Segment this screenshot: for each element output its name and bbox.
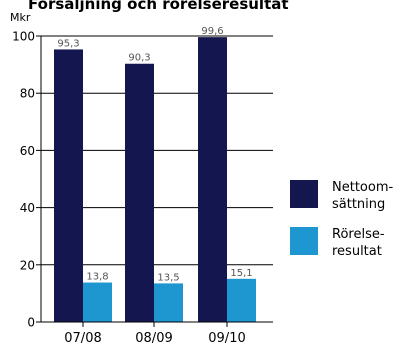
- data-label: 95,3: [57, 38, 79, 49]
- bar-rorelseresultat: [154, 283, 183, 322]
- legend-swatch: [290, 180, 318, 208]
- bar-nettoomsattning: [54, 49, 83, 322]
- data-label: 13,5: [157, 272, 179, 283]
- bar-nettoomsattning: [198, 37, 227, 322]
- y-axis-ticks: 0 20 40 60 80 100: [12, 30, 41, 330]
- bar-rorelseresultat: [83, 282, 112, 322]
- data-label: 90,3: [128, 53, 150, 64]
- legend: Nettoom-sättning Rörelse-resultat: [290, 180, 393, 259]
- bar-nettoomsattning: [125, 63, 154, 322]
- data-label: 15,1: [230, 268, 252, 279]
- y-tick-label: 40: [20, 201, 35, 215]
- legend-label: Rörelse-: [332, 227, 385, 242]
- bars: [54, 37, 256, 322]
- y-tick-label: 80: [20, 87, 35, 101]
- y-tick-label: 20: [20, 258, 35, 272]
- legend-label: sättning: [332, 197, 385, 212]
- x-tick-label: 08/09: [135, 331, 172, 345]
- legend-swatch: [290, 227, 318, 255]
- data-label: 13,8: [86, 272, 108, 283]
- y-unit-label: Mkr: [10, 11, 31, 24]
- y-tick-label: 60: [20, 144, 35, 158]
- x-tick-label: 07/08: [64, 331, 101, 345]
- legend-label: resultat: [332, 244, 382, 259]
- y-tick-label: 0: [27, 316, 35, 330]
- x-axis-ticks: 07/08 08/09 09/10: [64, 322, 246, 346]
- data-label: 99,6: [201, 26, 223, 37]
- y-tick-label: 100: [12, 30, 35, 44]
- chart-title: Försäljning och rörelseresultat: [28, 0, 289, 13]
- bar-rorelseresultat: [227, 278, 256, 322]
- x-tick-label: 09/10: [208, 331, 245, 345]
- data-labels: 95,3 13,8 90,3 13,5 99,6 15,1: [57, 26, 252, 283]
- legend-label: Nettoom-: [332, 180, 393, 195]
